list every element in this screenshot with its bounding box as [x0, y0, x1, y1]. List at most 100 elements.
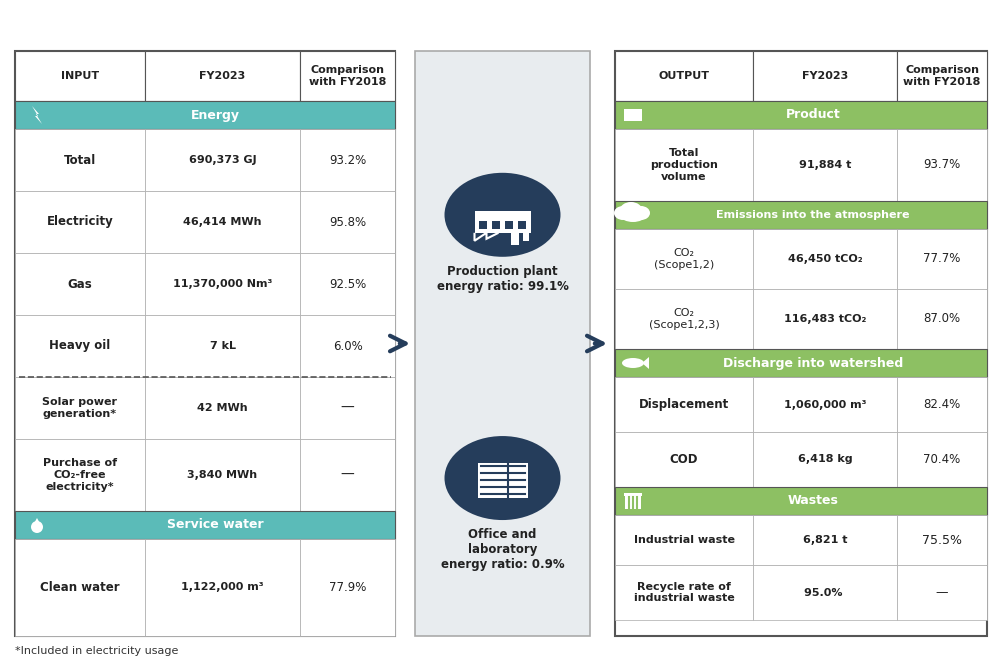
Bar [897, 432, 987, 487]
Ellipse shape [620, 202, 642, 218]
Text: 70.4%: 70.4% [923, 453, 961, 466]
Bar [615, 201, 987, 229]
Bar [753, 432, 897, 487]
Text: 7 kL: 7 kL [210, 341, 236, 351]
Text: Total: Total [64, 154, 96, 166]
Ellipse shape [614, 206, 632, 220]
Text: Displacement: Displacement [639, 398, 729, 411]
Bar [897, 289, 987, 349]
Text: Office and
laboratory
energy ratio: 0.9%: Office and laboratory energy ratio: 0.9% [441, 528, 564, 571]
Text: 93.2%: 93.2% [329, 154, 366, 166]
Bar [615, 101, 987, 129]
Bar [15, 129, 145, 191]
Text: 92.5%: 92.5% [329, 278, 366, 291]
Text: 82.4%: 82.4% [923, 398, 961, 411]
Text: 6,821 t: 6,821 t [803, 535, 847, 545]
Bar [15, 191, 145, 253]
Circle shape [31, 521, 43, 533]
Bar [15, 101, 395, 129]
Text: 6.0%: 6.0% [333, 340, 362, 352]
Ellipse shape [621, 210, 645, 222]
Bar [511, 229, 518, 245]
Text: 6,418 kg: 6,418 kg [798, 454, 852, 464]
Text: CO₂
(Scope1,2): CO₂ (Scope1,2) [654, 248, 714, 270]
Text: CO₂
(Scope1,2,3): CO₂ (Scope1,2,3) [649, 308, 719, 330]
Bar [300, 129, 395, 191]
Text: 11,370,000 Nm³: 11,370,000 Nm³ [173, 279, 272, 289]
Bar [753, 377, 897, 432]
Bar [615, 487, 987, 515]
Text: 93.7%: 93.7% [923, 158, 961, 172]
Text: Service water: Service water [167, 519, 263, 531]
Bar [897, 229, 987, 289]
Text: Product: Product [786, 109, 840, 121]
Text: Heavy oil: Heavy oil [49, 340, 111, 352]
Text: Production plant
energy ratio: 99.1%: Production plant energy ratio: 99.1% [437, 265, 568, 293]
Bar [753, 129, 897, 201]
Bar [300, 51, 395, 101]
Text: Energy: Energy [190, 109, 240, 121]
Text: Gas: Gas [68, 278, 92, 291]
Bar [15, 439, 145, 511]
Bar [145, 129, 300, 191]
Bar [615, 377, 753, 432]
Text: 95.0%: 95.0% [804, 588, 846, 597]
Text: Purchase of
CO₂-free
electricity*: Purchase of CO₂-free electricity* [43, 458, 117, 492]
Bar [624, 493, 642, 496]
Text: FY2023: FY2023 [802, 71, 848, 81]
Bar [300, 539, 395, 636]
Bar [615, 349, 987, 377]
Ellipse shape [622, 358, 644, 368]
Text: INPUT: INPUT [61, 71, 99, 81]
Bar [615, 515, 753, 565]
Bar [15, 511, 395, 539]
Text: FY2023: FY2023 [199, 71, 246, 81]
Bar [300, 191, 395, 253]
Bar [15, 315, 145, 377]
Text: 95.8%: 95.8% [329, 215, 366, 229]
Ellipse shape [632, 206, 650, 220]
Text: 46,450 tCO₂: 46,450 tCO₂ [788, 254, 862, 264]
Bar [897, 129, 987, 201]
Bar [15, 51, 145, 101]
Bar [897, 565, 987, 620]
Bar [897, 515, 987, 565]
Bar [145, 253, 300, 315]
Polygon shape [32, 106, 42, 124]
Text: —: — [936, 586, 948, 599]
Text: —: — [341, 468, 354, 482]
Text: *Included in electricity usage: *Included in electricity usage [15, 646, 178, 656]
Bar [897, 377, 987, 432]
Text: 87.0%: 87.0% [923, 313, 961, 325]
Bar [145, 315, 300, 377]
Bar [505, 221, 512, 229]
Text: Recycle rate of
industrial waste: Recycle rate of industrial waste [634, 582, 734, 603]
Polygon shape [624, 109, 642, 121]
Bar [615, 289, 753, 349]
Bar [145, 191, 300, 253]
Bar [518, 221, 526, 229]
Text: 3,840 MWh: 3,840 MWh [187, 470, 258, 480]
Bar [15, 51, 395, 636]
Bar [145, 377, 300, 439]
Text: 690,373 GJ: 690,373 GJ [189, 155, 256, 165]
Text: Comparison
with FY2018: Comparison with FY2018 [903, 65, 981, 87]
Polygon shape [32, 518, 42, 527]
Bar [15, 377, 145, 439]
Bar [625, 495, 641, 509]
Bar [615, 51, 753, 101]
Bar [522, 229, 528, 241]
Text: 77.7%: 77.7% [923, 252, 961, 266]
Bar [300, 315, 395, 377]
Bar [615, 129, 753, 201]
Text: Wastes: Wastes [788, 495, 838, 507]
Text: Industrial waste: Industrial waste [634, 535, 734, 545]
Bar [300, 253, 395, 315]
Bar [415, 51, 590, 636]
Polygon shape [642, 357, 649, 369]
Bar [615, 565, 753, 620]
Text: Clean water: Clean water [40, 581, 120, 594]
Bar [753, 565, 897, 620]
Text: 42 MWh: 42 MWh [197, 403, 248, 413]
Bar [479, 221, 486, 229]
